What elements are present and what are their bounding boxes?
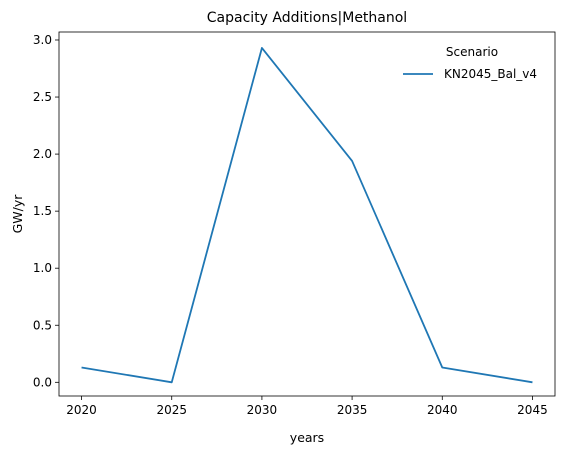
legend-title: Scenario bbox=[446, 45, 498, 59]
y-tick-label: 2.0 bbox=[33, 147, 52, 161]
x-tick-label: 2035 bbox=[337, 403, 368, 417]
legend-entry-label: KN2045_Bal_v4 bbox=[444, 67, 537, 81]
series-line-0 bbox=[81, 47, 533, 384]
y-axis: 0.0 0.5 1.0 1.5 2.0 2.5 3.0 bbox=[33, 33, 59, 389]
y-tick-label: 1.5 bbox=[33, 204, 52, 218]
x-tick-label: 2025 bbox=[156, 403, 187, 417]
y-tick-label: 0.0 bbox=[33, 375, 52, 389]
legend: Scenario KN2045_Bal_v4 bbox=[403, 45, 537, 81]
x-tick-label: 2045 bbox=[517, 403, 548, 417]
plot-area bbox=[58, 31, 556, 397]
x-tick-label: 2030 bbox=[247, 403, 278, 417]
plot-frame bbox=[58, 31, 556, 397]
series-layer bbox=[81, 47, 533, 384]
y-tick-label: 3.0 bbox=[33, 33, 52, 47]
y-tick-label: 1.0 bbox=[33, 261, 52, 275]
x-axis: 2020 2025 2030 2035 2040 2045 bbox=[66, 396, 548, 417]
y-axis-label: GW/yr bbox=[10, 194, 25, 234]
y-tick-label: 2.5 bbox=[33, 90, 52, 104]
y-tick-label: 0.5 bbox=[33, 318, 52, 332]
chart-title: Capacity Additions|Methanol bbox=[207, 10, 407, 26]
x-tick-label: 2040 bbox=[427, 403, 458, 417]
x-tick-label: 2020 bbox=[66, 403, 97, 417]
x-axis-label: years bbox=[290, 430, 324, 445]
